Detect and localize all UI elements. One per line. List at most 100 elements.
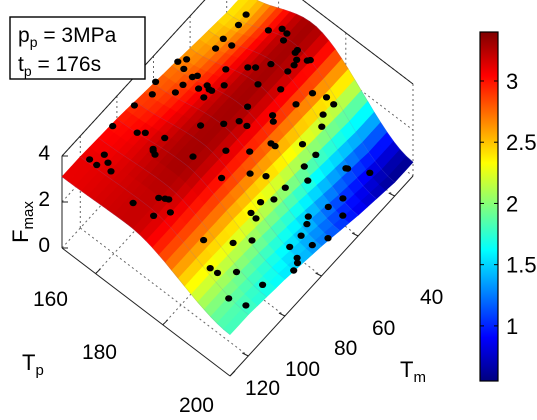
data-point [234, 21, 243, 29]
data-point [278, 25, 286, 32]
data-point [290, 267, 298, 274]
data-point [366, 169, 374, 176]
data-point [290, 61, 298, 69]
data-point [148, 91, 156, 98]
box-edge [301, 0, 414, 85]
data-point [293, 46, 301, 54]
data-point [342, 165, 350, 172]
data-point [93, 161, 101, 169]
y-tick-mark [315, 272, 322, 277]
data-point [271, 142, 279, 150]
data-point [155, 194, 163, 202]
data-point [254, 81, 262, 88]
y-tick-40: 40 [420, 286, 443, 309]
data-point [257, 199, 265, 206]
data-point [252, 64, 260, 71]
data-point [283, 30, 291, 37]
data-point [100, 151, 108, 158]
data-point [270, 196, 278, 203]
x-tick-180: 180 [82, 341, 117, 364]
data-point [235, 118, 243, 125]
x-axis-line [61, 247, 231, 377]
data-point [220, 120, 228, 128]
data-point [183, 56, 191, 63]
data-point [284, 68, 292, 75]
data-point [213, 269, 222, 277]
data-point [297, 232, 305, 239]
data-point [318, 123, 326, 130]
y-tick-mark [278, 312, 286, 317]
data-point [193, 72, 201, 80]
data-point [232, 268, 241, 276]
data-point [219, 35, 227, 42]
surface-mesh-line [61, 176, 231, 335]
data-point [206, 265, 214, 272]
surface [61, 0, 414, 336]
data-point [129, 199, 137, 207]
surface-mesh-line [256, 0, 414, 163]
data-point [151, 151, 159, 158]
data-point [161, 195, 169, 202]
data-point [242, 11, 250, 18]
data-point [161, 134, 169, 142]
data-point [269, 118, 277, 125]
data-point [293, 259, 302, 267]
z-tick-2: 2 [38, 188, 50, 211]
colorbar-tick-label: 2.5 [506, 130, 537, 155]
annotation-line1: pp = 3MPa [18, 24, 117, 50]
colorbar-tick-label: 2 [506, 191, 518, 216]
data-point [229, 239, 237, 247]
data-point [286, 243, 294, 251]
y-tick-80: 80 [334, 337, 357, 360]
data-point [292, 101, 300, 108]
data-point [141, 129, 149, 136]
data-point [212, 45, 220, 52]
data-point [281, 184, 289, 191]
data-point [200, 236, 208, 244]
data-point [252, 215, 260, 222]
data-point [244, 64, 252, 71]
data-point [259, 281, 267, 288]
data-point [267, 60, 275, 68]
data-point [330, 101, 338, 108]
surface-mesh-line [135, 101, 304, 263]
data-point [293, 56, 301, 63]
data-point [195, 85, 203, 92]
data-point [322, 94, 331, 101]
data-point [104, 159, 112, 166]
data-point [149, 145, 157, 153]
colorbar-ticks: 1 1.5 2 2.5 3 [480, 69, 537, 339]
data-point [171, 89, 179, 96]
data-point [174, 58, 182, 65]
x-tick-200: 200 [179, 394, 214, 417]
z-tick-4: 4 [38, 142, 50, 165]
data-point [298, 141, 307, 148]
data-point [246, 170, 254, 177]
data-point [180, 65, 188, 73]
data-point [264, 27, 272, 34]
y-tick-120: 120 [245, 377, 280, 400]
data-point [222, 147, 230, 154]
data-point [248, 237, 256, 244]
surface-mesh-line [171, 65, 340, 231]
y-tick-60: 60 [372, 317, 395, 340]
data-point [109, 122, 117, 130]
surface-mesh-line [116, 118, 286, 280]
data-point [300, 163, 308, 170]
data-point [319, 111, 327, 118]
surface-mesh-line [80, 156, 249, 315]
data-point [242, 302, 250, 309]
x-tick-mark [95, 268, 101, 274]
data-point [293, 254, 301, 262]
data-point [166, 209, 174, 216]
annotation-box: pp = 3MPa tp = 176s [9, 16, 146, 80]
data-point [189, 153, 197, 160]
y-tick-mark [388, 192, 395, 197]
surface-patch [223, 318, 240, 336]
x-axis-label: Tp [22, 350, 44, 379]
data-point [303, 220, 311, 228]
data-point [205, 86, 213, 93]
data-point [150, 212, 158, 219]
data-point [303, 57, 311, 64]
